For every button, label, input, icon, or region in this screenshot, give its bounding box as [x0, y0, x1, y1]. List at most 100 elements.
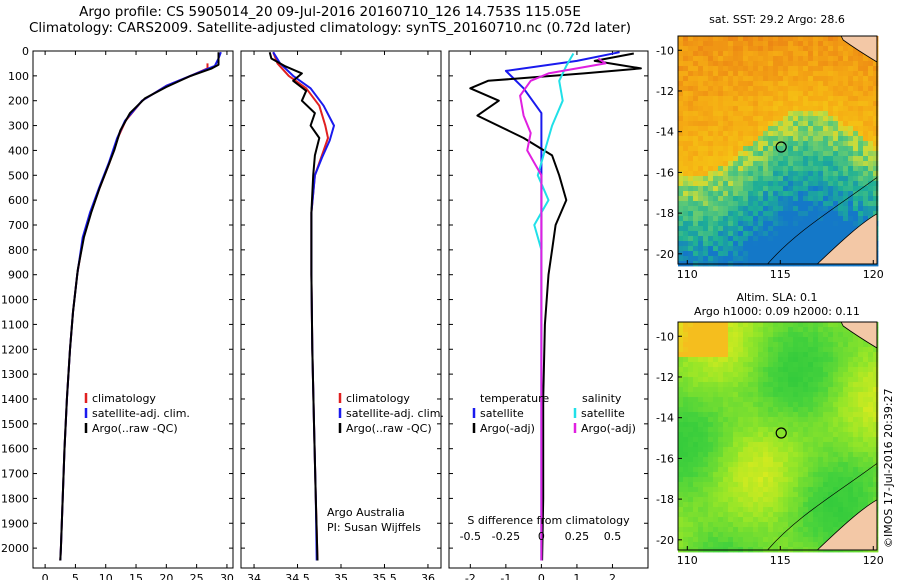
sst-map-pixel — [848, 91, 854, 97]
sst-map-pixel — [828, 71, 834, 77]
sla-map-pixel — [728, 407, 734, 413]
sst-map-pixel — [848, 186, 854, 192]
sla-map-pixel — [723, 332, 729, 338]
sst-map-pixel — [783, 156, 789, 162]
sst-map-pixel — [823, 191, 829, 197]
sla-map-pixel — [843, 452, 849, 458]
sla-map-pixel — [818, 427, 824, 433]
sla-map-pixel — [863, 472, 869, 478]
sst-map-pixel — [748, 76, 754, 82]
sla-map-pixel — [853, 372, 859, 378]
sla-map-pixel — [818, 367, 824, 373]
sst-map-pixel — [693, 131, 699, 137]
sst-map-pixel — [728, 171, 734, 177]
sst-map-pixel — [688, 86, 694, 92]
sla-map-pixel — [793, 397, 799, 403]
sla-map-pixel — [748, 442, 754, 448]
sst-map-pixel — [703, 46, 709, 52]
sst-map-pixel — [698, 81, 704, 87]
sla-map-pixel — [808, 542, 814, 548]
sst-map-pixel — [793, 96, 799, 102]
sla-map-pixel — [798, 522, 804, 528]
sla-map-pixel — [863, 502, 869, 508]
sst-map-pixel — [713, 176, 719, 182]
sla-map-pixel — [868, 462, 874, 468]
sla-map-pixel — [853, 452, 859, 458]
sst-map-pixel — [823, 236, 829, 242]
sla-map-pixel — [763, 447, 769, 453]
sla-map-pixel — [843, 427, 849, 433]
sst-map-pixel — [773, 66, 779, 72]
sla-map-pixel — [828, 462, 834, 468]
sla-map-pixel — [728, 337, 734, 343]
sla-map-pixel — [818, 377, 824, 383]
sst-map-pixel — [793, 36, 799, 42]
differences-xtick-label: 0 — [538, 572, 545, 580]
sla-map-pixel — [808, 442, 814, 448]
sla-map-pixel — [733, 367, 739, 373]
sla-map-pixel — [818, 347, 824, 353]
sst-map-pixel — [798, 196, 804, 202]
sla-map-pixel — [808, 522, 814, 528]
sla-map-pixel — [773, 362, 779, 368]
sla-map-pixel — [808, 407, 814, 413]
sst-map-pixel — [698, 251, 704, 257]
sla-map-pixel — [743, 377, 749, 383]
sst-map-pixel — [833, 191, 839, 197]
sla-map-ytick-label: -16 — [656, 452, 674, 465]
sla-map-pixel — [698, 412, 704, 418]
sla-map-pixel — [723, 492, 729, 498]
depth-tick-label: 1700 — [1, 468, 29, 481]
sst-map-pixel — [713, 76, 719, 82]
sst-map-pixel — [818, 211, 824, 217]
sla-map-pixel — [803, 322, 809, 328]
sst-map-pixel — [798, 71, 804, 77]
sst-map-pixel — [788, 201, 794, 207]
sst-map-pixel — [818, 181, 824, 187]
sla-map-pixel — [738, 497, 744, 503]
sla-map-pixel — [783, 412, 789, 418]
sst-map-pixel — [693, 191, 699, 197]
sla-map-pixel — [858, 457, 864, 463]
depth-tick-label: 800 — [8, 244, 29, 257]
sst-map-pixel — [758, 156, 764, 162]
sst-map-pixel — [843, 116, 849, 122]
sst-map-pixel — [778, 161, 784, 167]
sla-map-pixel — [838, 427, 844, 433]
sla-map-pixel — [718, 372, 724, 378]
sst-map-pixel — [868, 161, 874, 167]
sst-map-pixel — [723, 116, 729, 122]
sst-map-pixel — [863, 121, 869, 127]
sla-map-pixel — [738, 512, 744, 518]
sst-map-pixel — [723, 176, 729, 182]
sst-map-pixel — [788, 136, 794, 142]
sla-map-pixel — [853, 497, 859, 503]
sla-map-pixel — [723, 337, 729, 343]
sla-map-pixel — [828, 372, 834, 378]
sla-map-pixel — [808, 467, 814, 473]
sst-map-pixel — [823, 136, 829, 142]
sla-map-pixel — [753, 322, 759, 328]
sst-map-pixel — [718, 71, 724, 77]
sst-map-pixel — [728, 231, 734, 237]
sla-map-pixel — [858, 437, 864, 443]
sst-map-pixel — [728, 106, 734, 112]
sst-map-pixel — [753, 101, 759, 107]
sla-map-pixel — [748, 362, 754, 368]
sst-map-pixel — [678, 256, 684, 262]
sla-map-pixel — [868, 432, 874, 438]
sst-map-pixel — [708, 136, 714, 142]
sst-map-pixel — [693, 91, 699, 97]
sla-map-pixel — [693, 492, 699, 498]
sst-map-pixel — [758, 51, 764, 57]
sla-map-pixel — [698, 452, 704, 458]
sla-map-pixel — [823, 332, 829, 338]
sla-map-pixel — [698, 507, 704, 513]
sst-map-pixel — [818, 46, 824, 52]
sst-map-pixel — [688, 181, 694, 187]
sst-map-pixel — [858, 181, 864, 187]
sst-map-pixel — [783, 241, 789, 247]
sla-map-pixel — [853, 407, 859, 413]
sla-map-pixel — [793, 402, 799, 408]
sla-map-pixel — [743, 487, 749, 493]
